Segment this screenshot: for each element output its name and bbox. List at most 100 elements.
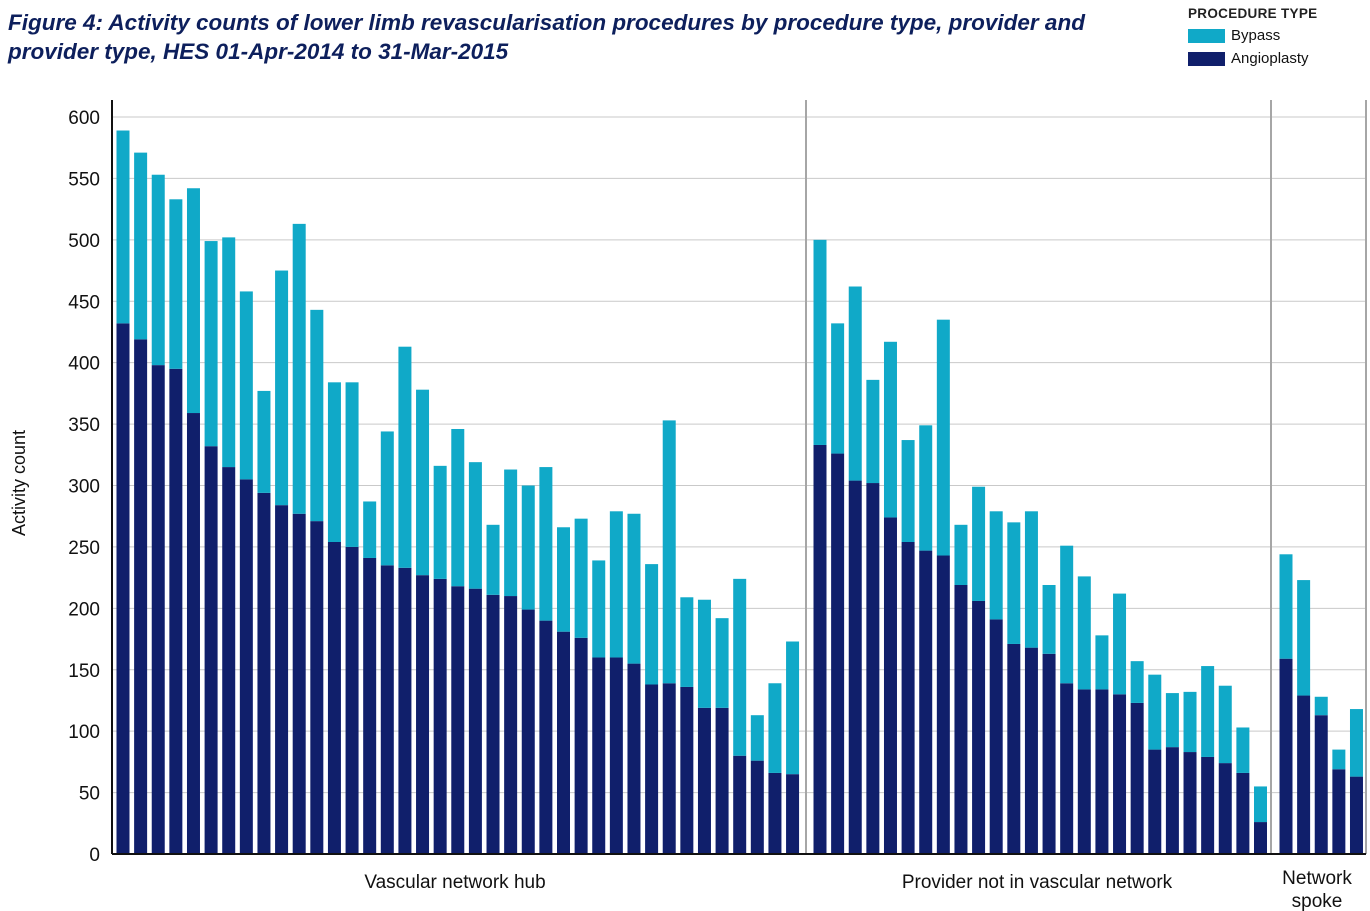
bar-bypass — [169, 199, 183, 369]
bar-bypass — [1201, 666, 1215, 757]
bar-angioplasty — [1042, 653, 1056, 854]
bar-bypass — [1349, 709, 1363, 777]
group-label: Vascular network hub — [364, 872, 545, 893]
bar-bypass — [662, 420, 676, 684]
bar-angioplasty — [866, 483, 880, 854]
legend-title: PROCEDURE TYPE — [1188, 6, 1318, 21]
bar-bypass — [813, 239, 827, 445]
bar-bypass — [680, 597, 694, 687]
bar-bypass — [292, 223, 306, 514]
bar-angioplasty — [239, 479, 253, 854]
bar-bypass — [989, 511, 1003, 620]
bar-angioplasty — [848, 480, 862, 854]
bar-angioplasty — [1077, 689, 1091, 854]
bar-angioplasty — [204, 446, 218, 854]
bar-angioplasty — [416, 575, 430, 854]
bar-angioplasty — [1183, 752, 1197, 854]
bar-angioplasty — [989, 619, 1003, 854]
bar-bypass — [1218, 685, 1232, 764]
y-tick-label: 450 — [68, 292, 100, 313]
bar-bypass — [433, 465, 447, 579]
bar-angioplasty — [1297, 695, 1311, 854]
bar-angioplasty — [275, 505, 289, 854]
bar-angioplasty — [627, 663, 641, 854]
bar-angioplasty — [222, 467, 236, 854]
bar-angioplasty — [813, 444, 827, 854]
bar-angioplasty — [310, 521, 324, 854]
bar-angioplasty — [1279, 658, 1293, 854]
bars — [116, 130, 1363, 854]
bar-angioplasty — [1148, 749, 1162, 854]
bar-bypass — [627, 513, 641, 664]
chart-title: Figure 4: Activity counts of lower limb … — [8, 10, 1085, 64]
bar-angioplasty — [1332, 769, 1346, 854]
bar-angioplasty — [557, 631, 570, 854]
y-tick-label: 200 — [68, 599, 100, 620]
bar-bypass — [239, 291, 253, 480]
bar-bypass — [1060, 545, 1074, 684]
bar-bypass — [768, 683, 782, 773]
bar-bypass — [151, 174, 165, 366]
bar-bypass — [733, 578, 747, 756]
labels: 0 50 100 150 200 250 300 350 400 450 500 550 600 Vasc… — [9, 108, 1352, 911]
legend-swatch-bypass — [1188, 28, 1225, 43]
bar-angioplasty — [609, 657, 623, 854]
bar-angioplasty — [1254, 822, 1267, 854]
bar-bypass — [786, 641, 800, 775]
bar-bypass — [504, 469, 518, 597]
bar-bypass — [1183, 691, 1197, 753]
bar-bypass — [954, 524, 968, 585]
legend-swatch-angioplasty — [1188, 51, 1225, 66]
bar-angioplasty — [574, 637, 588, 854]
y-tick-label: 300 — [68, 477, 100, 498]
bar-angioplasty — [363, 557, 377, 854]
bar-angioplasty — [750, 760, 764, 854]
bar-angioplasty — [715, 707, 729, 854]
bar-bypass — [416, 389, 430, 576]
bar-bypass — [831, 323, 845, 454]
bar-bypass — [1095, 635, 1109, 690]
bar-bypass — [936, 319, 950, 556]
bar-bypass — [715, 618, 729, 708]
bar-bypass — [310, 309, 324, 522]
bar-bypass — [327, 382, 341, 543]
bar-bypass — [257, 390, 271, 493]
bar-angioplasty — [1130, 702, 1144, 854]
bar-bypass — [345, 382, 359, 547]
bar-angioplasty — [733, 755, 747, 854]
bar-angioplasty — [972, 600, 986, 854]
bar-bypass — [468, 462, 482, 589]
bar-bypass — [521, 485, 535, 610]
bar-angioplasty — [345, 546, 359, 854]
bar-angioplasty — [134, 339, 148, 854]
bar-angioplasty — [468, 588, 482, 854]
bar-angioplasty — [151, 365, 165, 854]
bar-angioplasty — [1024, 647, 1038, 854]
bar-angioplasty — [327, 542, 341, 854]
bar-bypass — [1024, 511, 1038, 648]
bar-angioplasty — [504, 596, 518, 854]
bar-angioplasty — [257, 492, 271, 854]
bar-bypass — [1254, 786, 1267, 823]
bar-angioplasty — [936, 555, 950, 854]
legend-item-bypass: Bypass — [1188, 24, 1368, 47]
bar-bypass — [645, 564, 659, 685]
bar-bypass — [1077, 576, 1091, 690]
bar-angioplasty — [486, 594, 500, 854]
bar-bypass — [1042, 584, 1056, 654]
group-label: Network — [1282, 868, 1352, 889]
bar-bypass — [1332, 749, 1346, 770]
bar-angioplasty — [919, 550, 933, 854]
bar-bypass — [609, 511, 623, 658]
bar-angioplasty — [398, 567, 412, 854]
bar-bypass — [1279, 554, 1293, 659]
bar-angioplasty — [954, 584, 968, 854]
bar-angioplasty — [380, 565, 394, 854]
bar-angioplasty — [1314, 715, 1328, 854]
bar-bypass — [972, 486, 986, 601]
group-label: spoke — [1292, 891, 1343, 911]
bar-bypass — [204, 241, 218, 447]
bar-bypass — [574, 518, 588, 638]
bar-bypass — [398, 346, 412, 568]
bar-bypass — [134, 152, 148, 340]
